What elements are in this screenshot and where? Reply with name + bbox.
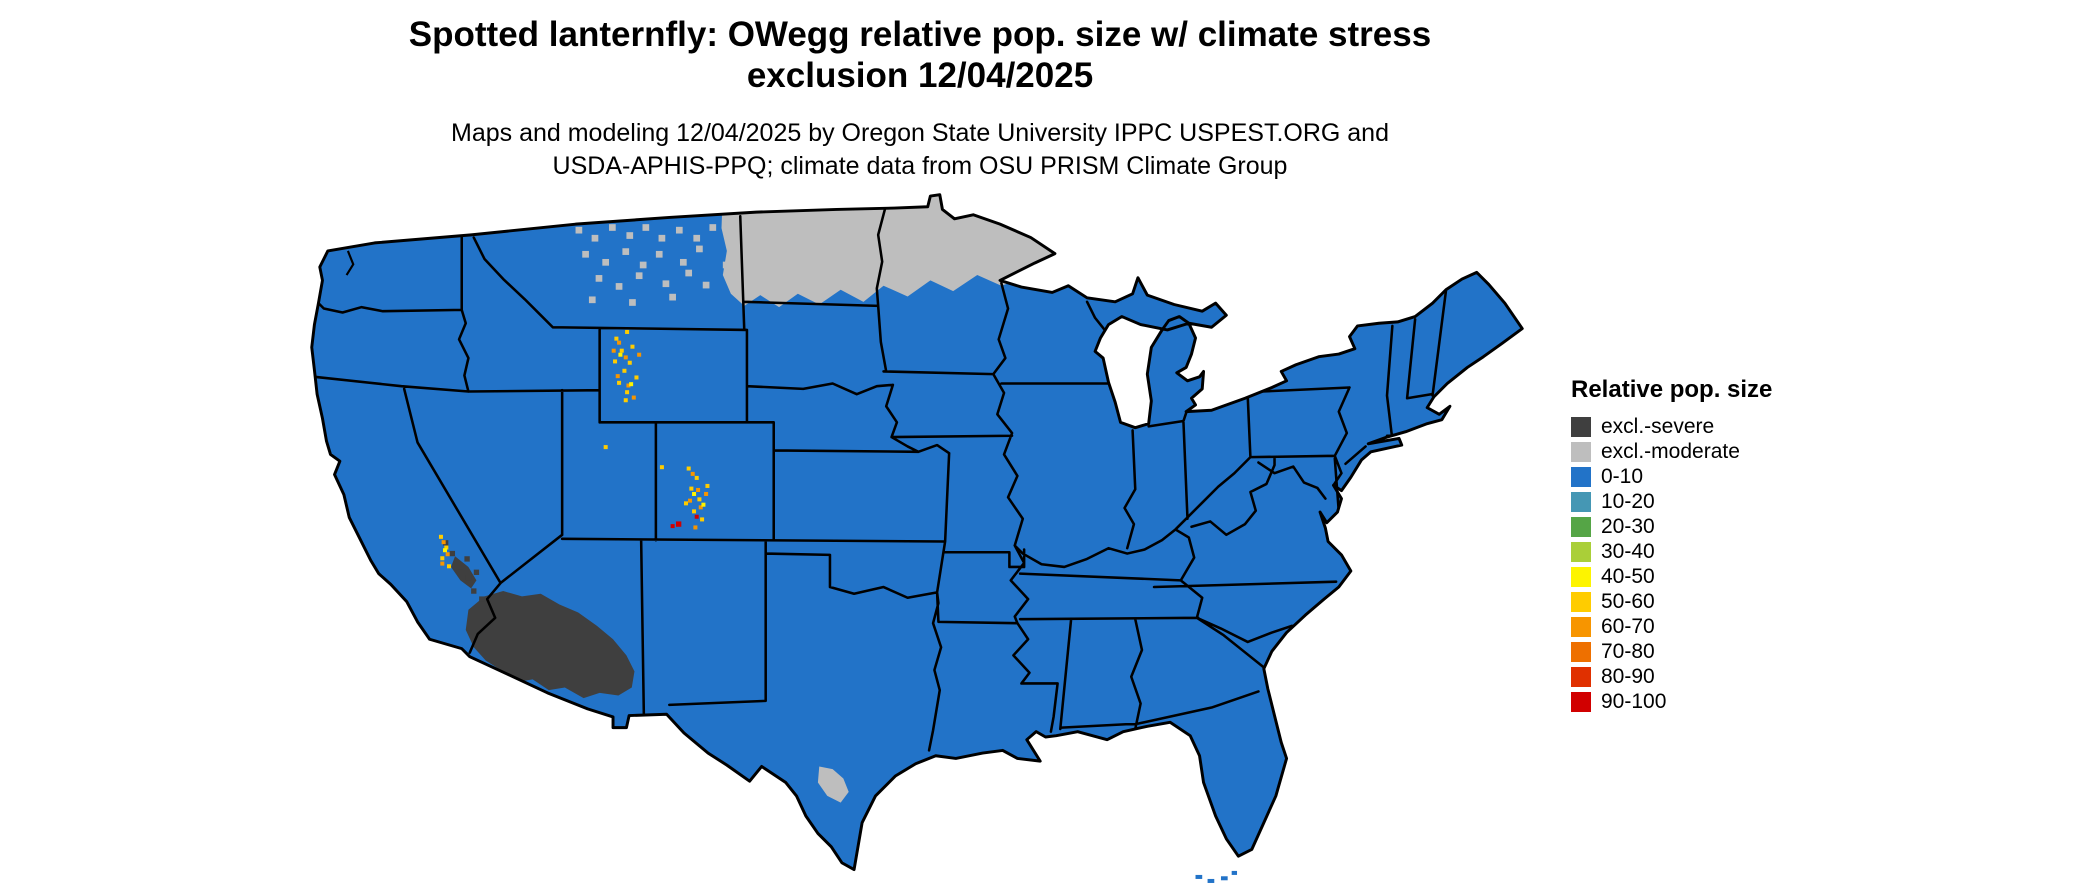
title-line-2: exclusion 12/04/2025 xyxy=(746,56,1094,95)
legend-swatch-rect xyxy=(1571,591,1591,612)
legend-item: 30-40 xyxy=(1571,539,1772,564)
legend-swatch xyxy=(1571,416,1591,437)
legend-item: 90-100 xyxy=(1571,689,1772,714)
legend-item: excl.-moderate xyxy=(1571,439,1772,464)
legend-swatch xyxy=(1571,666,1591,687)
legend-swatch xyxy=(1571,566,1591,587)
legend-item-label: 30-40 xyxy=(1601,539,1655,563)
legend-swatch-rect xyxy=(1571,616,1591,637)
map-legend: Relative pop. size excl.-severe excl.-mo… xyxy=(1571,376,1772,714)
legend-item-label: excl.-severe xyxy=(1601,414,1715,438)
legend-swatch xyxy=(1571,441,1591,462)
legend-swatch-rect xyxy=(1571,516,1591,537)
legend-swatch-rect xyxy=(1571,666,1591,687)
legend-swatch xyxy=(1571,466,1591,487)
us-map-svg xyxy=(310,193,1524,883)
legend-item: 60-70 xyxy=(1571,614,1772,639)
legend-item-label: 50-60 xyxy=(1601,589,1655,613)
legend-swatch-rect xyxy=(1571,541,1591,562)
legend-swatch-rect xyxy=(1571,466,1591,487)
legend-swatch-rect xyxy=(1571,441,1591,462)
legend-swatch xyxy=(1571,691,1591,712)
legend-swatch-rect xyxy=(1571,641,1591,662)
legend-item-label: 70-80 xyxy=(1601,639,1655,663)
legend-swatch xyxy=(1571,641,1591,662)
speckles-red xyxy=(670,514,699,529)
legend-item-label: 40-50 xyxy=(1601,564,1655,588)
legend-swatch xyxy=(1571,516,1591,537)
puget-sound-detail xyxy=(345,250,355,276)
legend-swatch xyxy=(1571,491,1591,512)
legend-item: 20-30 xyxy=(1571,514,1772,539)
legend-item-label: 10-20 xyxy=(1601,489,1655,513)
legend-item-label: 90-100 xyxy=(1601,689,1667,713)
legend-item: 40-50 xyxy=(1571,564,1772,589)
legend-item-label: 20-30 xyxy=(1601,514,1655,538)
legend-swatch-rect xyxy=(1571,691,1591,712)
map-base-fill xyxy=(311,194,1523,870)
legend-item-label: excl.-moderate xyxy=(1601,439,1740,463)
legend-swatch xyxy=(1571,591,1591,612)
legend-swatch xyxy=(1571,616,1591,637)
legend-title: Relative pop. size xyxy=(1571,376,1773,403)
subtitle-line-2: USDA-APHIS-PPQ; climate data from OSU PR… xyxy=(552,152,1288,180)
legend-item-label: 80-90 xyxy=(1601,664,1655,688)
legend-item: 70-80 xyxy=(1571,639,1772,664)
legend-item: 80-90 xyxy=(1571,664,1772,689)
legend-item: 0-10 xyxy=(1571,464,1772,489)
speckles-orange xyxy=(440,340,709,566)
legend-item: excl.-severe xyxy=(1571,414,1772,439)
florida-keys xyxy=(1195,870,1238,883)
legend-item: 50-60 xyxy=(1571,589,1772,614)
state-borders xyxy=(313,208,1448,752)
subtitle-line-1: Maps and modeling 12/04/2025 by Oregon S… xyxy=(451,119,1389,147)
legend-swatch-rect xyxy=(1571,416,1591,437)
speckles-yellow xyxy=(442,352,706,553)
page-subtitle: Maps and modeling 12/04/2025 by Oregon S… xyxy=(170,117,1670,183)
legend-swatch-rect xyxy=(1571,566,1591,587)
legend-item: 10-20 xyxy=(1571,489,1772,514)
title-line-1: Spotted lanternfly: OWegg relative pop. … xyxy=(408,15,1432,54)
page-title: Spotted lanternfly: OWegg relative pop. … xyxy=(170,14,1670,96)
us-map xyxy=(301,188,1533,891)
legend-swatch xyxy=(1571,541,1591,562)
legend-item-label: 0-10 xyxy=(1601,464,1644,488)
speckles-gold xyxy=(438,329,710,569)
legend-swatch-rect xyxy=(1571,491,1591,512)
legend-item-label: 60-70 xyxy=(1601,614,1655,638)
